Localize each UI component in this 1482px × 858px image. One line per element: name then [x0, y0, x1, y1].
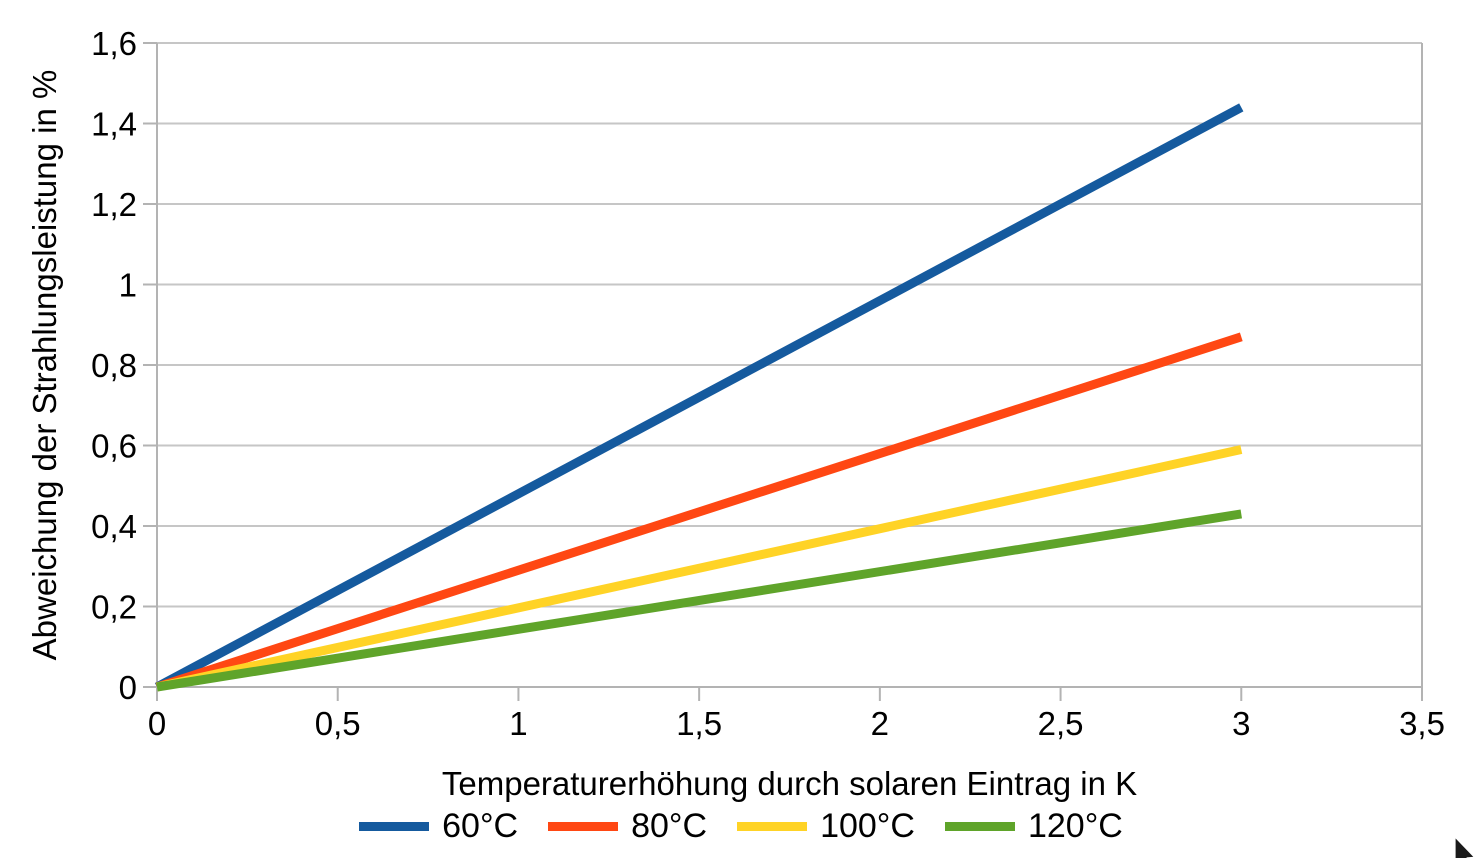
x-tick-label-0: 0	[148, 705, 166, 742]
x-tick-label-3: 1,5	[676, 705, 722, 742]
x-axis-title: Temperaturerhöhung durch solaren Eintrag…	[441, 765, 1138, 802]
y-tick-label-2: 0,4	[91, 508, 137, 545]
series-line-60c	[154, 103, 1244, 691]
legend-line-swatch-120c	[944, 821, 1015, 831]
mouse-cursor-icon	[1454, 837, 1476, 858]
x-tick-label-6: 3	[1232, 705, 1250, 742]
series-line-80c	[155, 332, 1243, 692]
x-tick-label-1: 0,5	[315, 705, 361, 742]
series-line-100c	[156, 445, 1243, 692]
y-tick-label-5: 1	[119, 267, 137, 304]
legend-line-swatch-60c	[359, 821, 430, 831]
y-tick-label-8: 1,6	[91, 25, 137, 62]
y-tick-label-1: 0,2	[91, 589, 137, 626]
y-tick-label-7: 1,4	[91, 106, 137, 143]
series-line-120c	[156, 509, 1242, 692]
legend-item-60c: 60°C	[359, 809, 518, 843]
y-tick-label-6: 1,2	[91, 186, 137, 223]
x-tick-label-5: 2,5	[1038, 705, 1084, 742]
y-tick-label-0: 0	[119, 669, 137, 706]
legend-label-80c: 80°C	[631, 807, 708, 845]
legend-item-100c: 100°C	[737, 809, 915, 843]
legend-line-swatch-100c	[737, 821, 808, 831]
x-tick-label-4: 2	[871, 705, 889, 742]
legend-label-120c: 120°C	[1027, 807, 1123, 845]
legend-label-60c: 60°C	[442, 807, 519, 845]
y-tick-label-4: 0,8	[91, 347, 137, 384]
x-tick-label-2: 1	[509, 705, 527, 742]
legend: 60°C 80°C 100°C 120°C	[0, 804, 1482, 848]
legend-label-100c: 100°C	[820, 807, 915, 845]
legend-line-swatch-80c	[548, 821, 619, 831]
legend-item-120c: 120°C	[944, 807, 1123, 845]
x-tick-label-7: 3,5	[1399, 705, 1445, 742]
y-tick-label-3: 0,6	[91, 428, 137, 465]
legend-item-80c: 80°C	[548, 809, 707, 843]
